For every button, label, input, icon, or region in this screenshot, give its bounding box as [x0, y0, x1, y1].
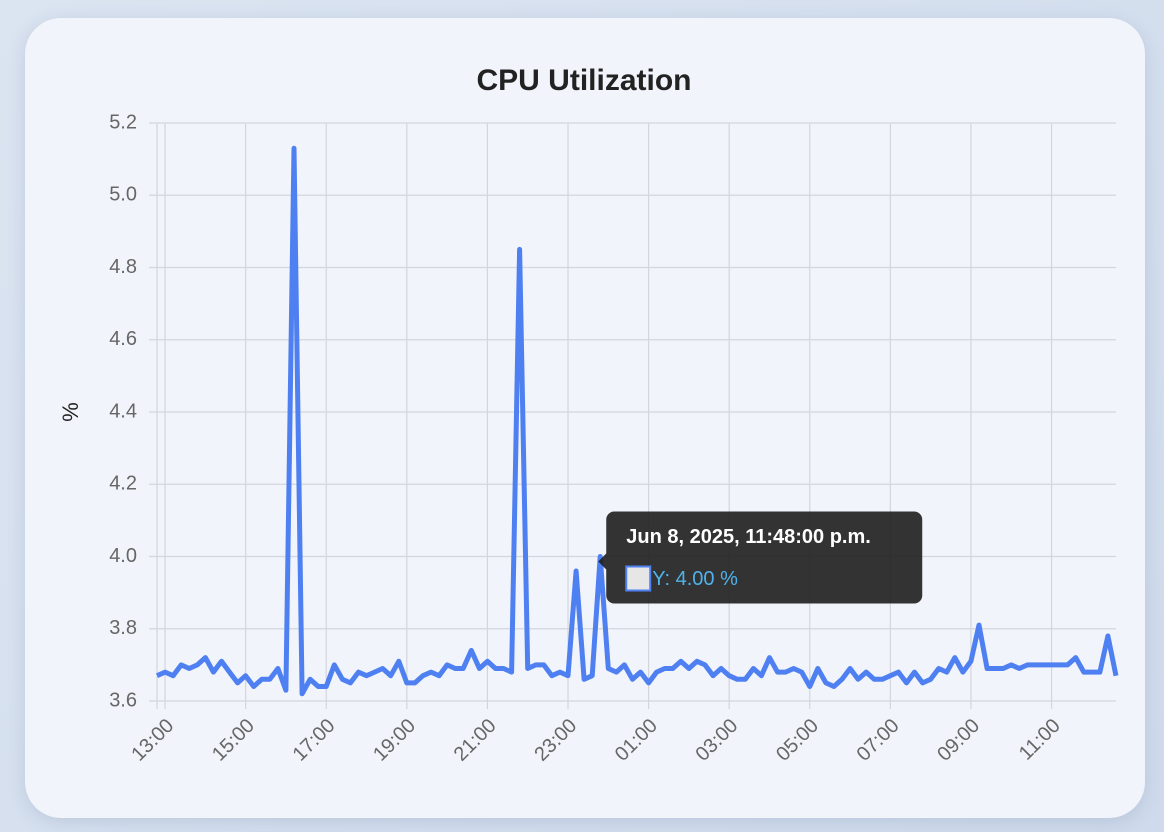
- tooltip: Jun 8, 2025, 11:48:00 p.m. Y: 4.00 %: [598, 511, 923, 604]
- y-tick-label: 4.8: [109, 256, 137, 278]
- x-tick-label: 03:00: [691, 715, 742, 766]
- x-tick-label: 05:00: [772, 715, 823, 766]
- tooltip-title: Jun 8, 2025, 11:48:00 p.m.: [626, 526, 871, 548]
- x-tick-label: 15:00: [208, 715, 259, 766]
- x-tick-label: 17:00: [289, 715, 340, 766]
- card: [25, 18, 1145, 818]
- data-line: [155, 145, 1119, 697]
- y-tick-label: 4.4: [109, 400, 137, 422]
- y-tick-label: 5.2: [109, 111, 137, 133]
- chart-title: CPU Utilization: [477, 64, 692, 97]
- y-tick-label: 4.6: [109, 328, 137, 350]
- x-tick-label: 19:00: [369, 715, 420, 766]
- x-tick-label: 13:00: [127, 715, 178, 766]
- x-tick-label: 01:00: [611, 715, 662, 766]
- x-tick-label: 23:00: [530, 715, 581, 766]
- y-axis-label: %: [58, 402, 83, 422]
- y-tick-label: 4.2: [109, 473, 137, 495]
- x-tick-label: 07:00: [853, 715, 904, 766]
- y-tick-label: 3.8: [109, 617, 137, 639]
- x-tick-label: 21:00: [450, 715, 501, 766]
- tooltip-label: Y: 4.00 %: [652, 568, 738, 590]
- y-tick-label: 4.0: [109, 545, 137, 567]
- x-tick-label: 09:00: [933, 715, 984, 766]
- y-tick-label: 3.6: [109, 689, 137, 711]
- tooltip-swatch: [625, 565, 652, 592]
- y-tick-label: 5.0: [109, 184, 137, 206]
- x-tick-label: 11:00: [1015, 715, 1065, 765]
- tooltip-box: [598, 511, 923, 604]
